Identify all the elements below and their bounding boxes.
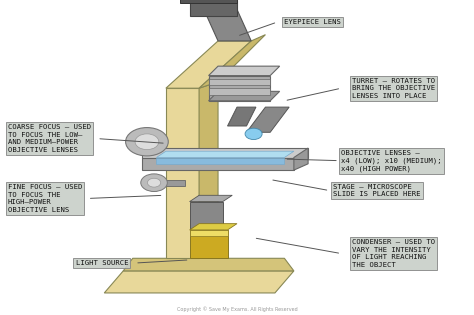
Polygon shape	[104, 271, 294, 293]
Polygon shape	[190, 230, 228, 236]
Text: FINE FOCUS – USED
TO FOCUS THE
HIGH–POWER
OBJECTIVE LENS: FINE FOCUS – USED TO FOCUS THE HIGH–POWE…	[8, 184, 82, 213]
Text: Copyright © Save My Exams. All Rights Reserved: Copyright © Save My Exams. All Rights Re…	[177, 306, 297, 312]
Polygon shape	[209, 66, 280, 76]
Polygon shape	[246, 107, 289, 132]
Polygon shape	[166, 88, 199, 258]
Polygon shape	[123, 258, 294, 271]
Text: LIGHT SOURCE: LIGHT SOURCE	[76, 260, 128, 266]
Polygon shape	[156, 151, 294, 158]
Text: EYEPIECE LENS: EYEPIECE LENS	[284, 19, 341, 25]
Polygon shape	[228, 107, 256, 126]
Polygon shape	[209, 88, 270, 94]
Polygon shape	[166, 180, 185, 186]
Circle shape	[147, 178, 161, 187]
Polygon shape	[190, 224, 237, 230]
Polygon shape	[199, 35, 265, 88]
Circle shape	[245, 128, 262, 140]
Polygon shape	[156, 158, 284, 164]
Polygon shape	[190, 230, 228, 258]
Text: TURRET – ROTATES TO
BRING THE OBJECTIVE
LENSES INTO PLACE: TURRET – ROTATES TO BRING THE OBJECTIVE …	[352, 78, 435, 99]
Text: OBJECTIVE LENSES –
x4 (LOW); x10 (MEDIUM);
x40 (HIGH POWER): OBJECTIVE LENSES – x4 (LOW); x10 (MEDIUM…	[341, 150, 441, 172]
Polygon shape	[180, 0, 237, 3]
Text: STAGE – MICROSCOPE
SLIDE IS PLACED HERE: STAGE – MICROSCOPE SLIDE IS PLACED HERE	[333, 184, 420, 197]
Text: CONDENSER – USED TO
VARY THE INTENSITY
OF LIGHT REACHING
THE OBJECT: CONDENSER – USED TO VARY THE INTENSITY O…	[352, 239, 435, 268]
Polygon shape	[190, 0, 237, 16]
Polygon shape	[166, 41, 251, 88]
Polygon shape	[199, 82, 218, 258]
Polygon shape	[209, 79, 270, 85]
Text: COARSE FOCUS – USED
TO FOCUS THE LOW–
AND MEDIUM–POWER
OBJECTIVE LENSES: COARSE FOCUS – USED TO FOCUS THE LOW– AN…	[8, 124, 91, 153]
Polygon shape	[209, 76, 270, 101]
Polygon shape	[204, 9, 251, 41]
Circle shape	[135, 134, 159, 150]
Polygon shape	[190, 202, 223, 230]
Circle shape	[126, 128, 168, 156]
Polygon shape	[142, 148, 308, 158]
Polygon shape	[294, 148, 308, 170]
Polygon shape	[209, 91, 280, 101]
Circle shape	[141, 174, 167, 192]
Polygon shape	[142, 158, 294, 170]
Polygon shape	[190, 195, 232, 202]
